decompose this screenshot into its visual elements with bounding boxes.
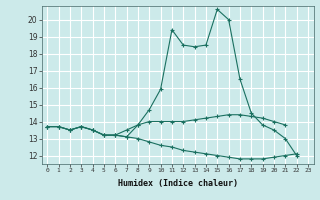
X-axis label: Humidex (Indice chaleur): Humidex (Indice chaleur): [118, 179, 237, 188]
